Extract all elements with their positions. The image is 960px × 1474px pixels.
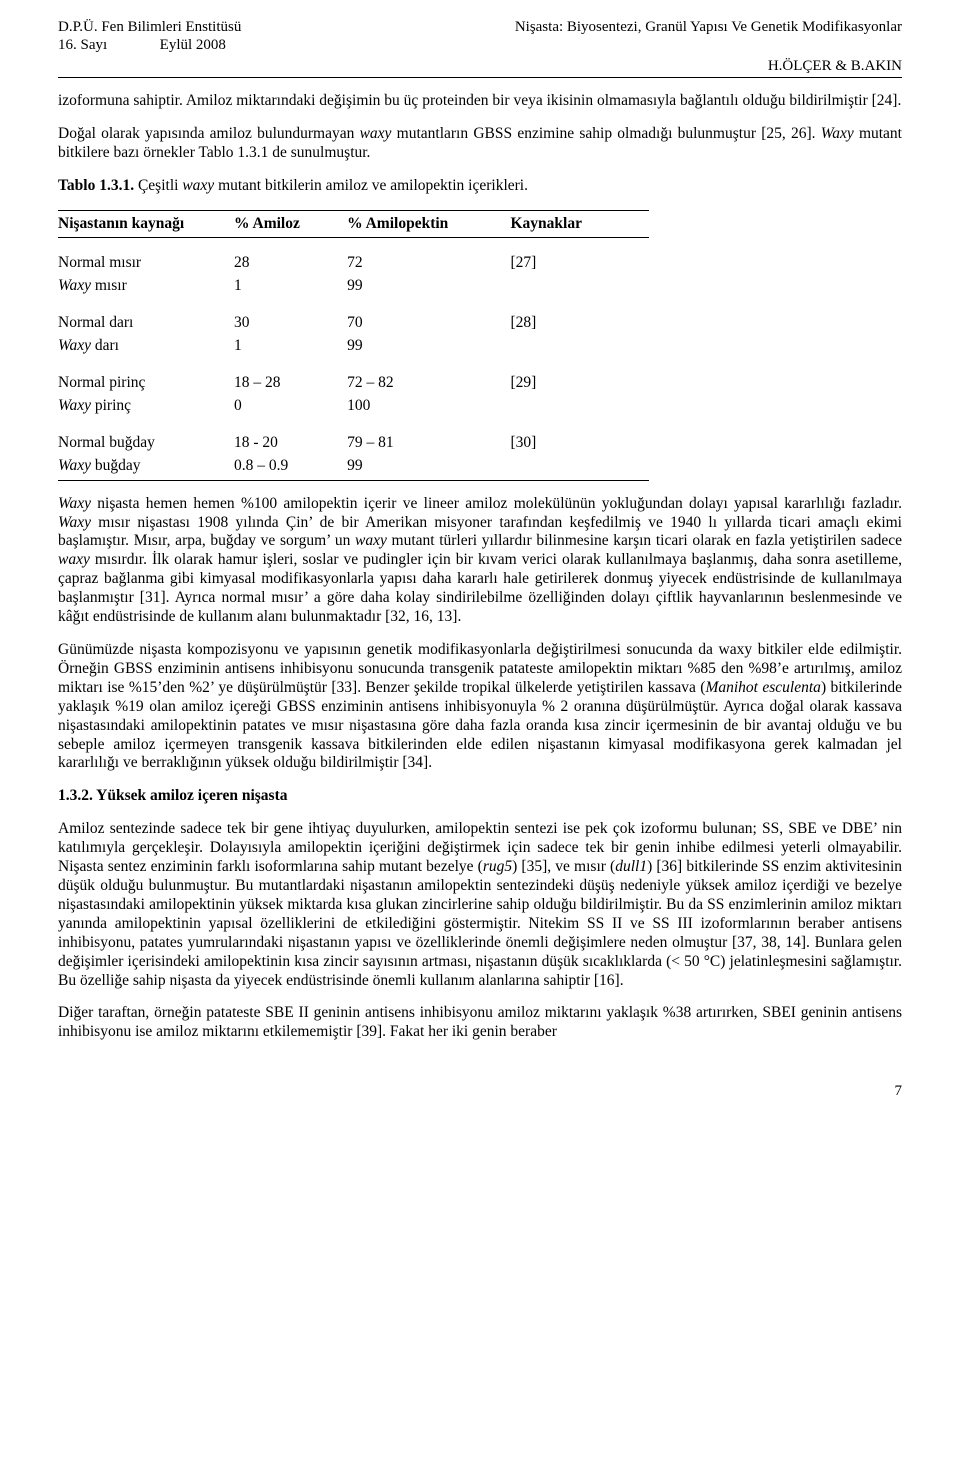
paragraph-2: Doğal olarak yapısında amiloz bulundurma…	[58, 125, 902, 163]
paper-title: Nişasta: Biyosentezi, Granül Yapısı Ve G…	[515, 18, 902, 36]
table-row: Waxy darı 1 99	[58, 335, 649, 358]
table-row: Normal pirinç 18 – 28 72 – 82 [29]	[58, 372, 649, 395]
header-rule	[58, 77, 902, 78]
paragraph-6: Diğer taraftan, örneğin patateste SBE II…	[58, 1004, 902, 1042]
page-header: D.P.Ü. Fen Bilimleri Enstitüsü 16. Sayı …	[58, 18, 902, 55]
paragraph-4: Günümüzde nişasta kompozisyonu ve yapısı…	[58, 641, 902, 773]
page-number: 7	[58, 1082, 902, 1100]
paragraph-1: izoformuna sahiptir. Amiloz miktarındaki…	[58, 92, 902, 111]
paragraph-3: Waxy nişasta hemen hemen %100 amilopekti…	[58, 495, 902, 627]
authors: H.ÖLÇER & B.AKIN	[58, 57, 902, 75]
table-header-row: Nişastanın kaynağı % Amiloz % Amilopekti…	[58, 210, 649, 238]
col-source: Nişastanın kaynağı	[58, 210, 234, 238]
table-row: Normal buğday 18 - 20 79 – 81 [30]	[58, 432, 649, 455]
col-amylose: % Amiloz	[234, 210, 347, 238]
table-row: Waxy buğday 0.8 – 0.9 99	[58, 455, 649, 480]
col-refs: Kaynaklar	[511, 210, 649, 238]
table-caption: Tablo 1.3.1. Çeşitli waxy mutant bitkile…	[58, 177, 902, 196]
table-row: Normal darı 30 70 [28]	[58, 312, 649, 335]
data-table: Nişastanın kaynağı % Amiloz % Amilopekti…	[58, 210, 649, 481]
header-right: Nişasta: Biyosentezi, Granül Yapısı Ve G…	[515, 18, 902, 36]
issue-line: 16. Sayı Eylül 2008	[58, 36, 241, 54]
paragraph-5: Amiloz sentezinde sadece tek bir gene ih…	[58, 820, 902, 990]
header-left: D.P.Ü. Fen Bilimleri Enstitüsü 16. Sayı …	[58, 18, 241, 55]
table-row: Waxy mısır 1 99	[58, 275, 649, 298]
table-row: Waxy pirinç 0 100	[58, 395, 649, 418]
institute: D.P.Ü. Fen Bilimleri Enstitüsü	[58, 18, 241, 36]
table-row: Normal mısır 28 72 [27]	[58, 252, 649, 275]
section-heading: 1.3.2. Yüksek amiloz içeren nişasta	[58, 787, 902, 806]
col-amylopectin: % Amilopektin	[347, 210, 510, 238]
